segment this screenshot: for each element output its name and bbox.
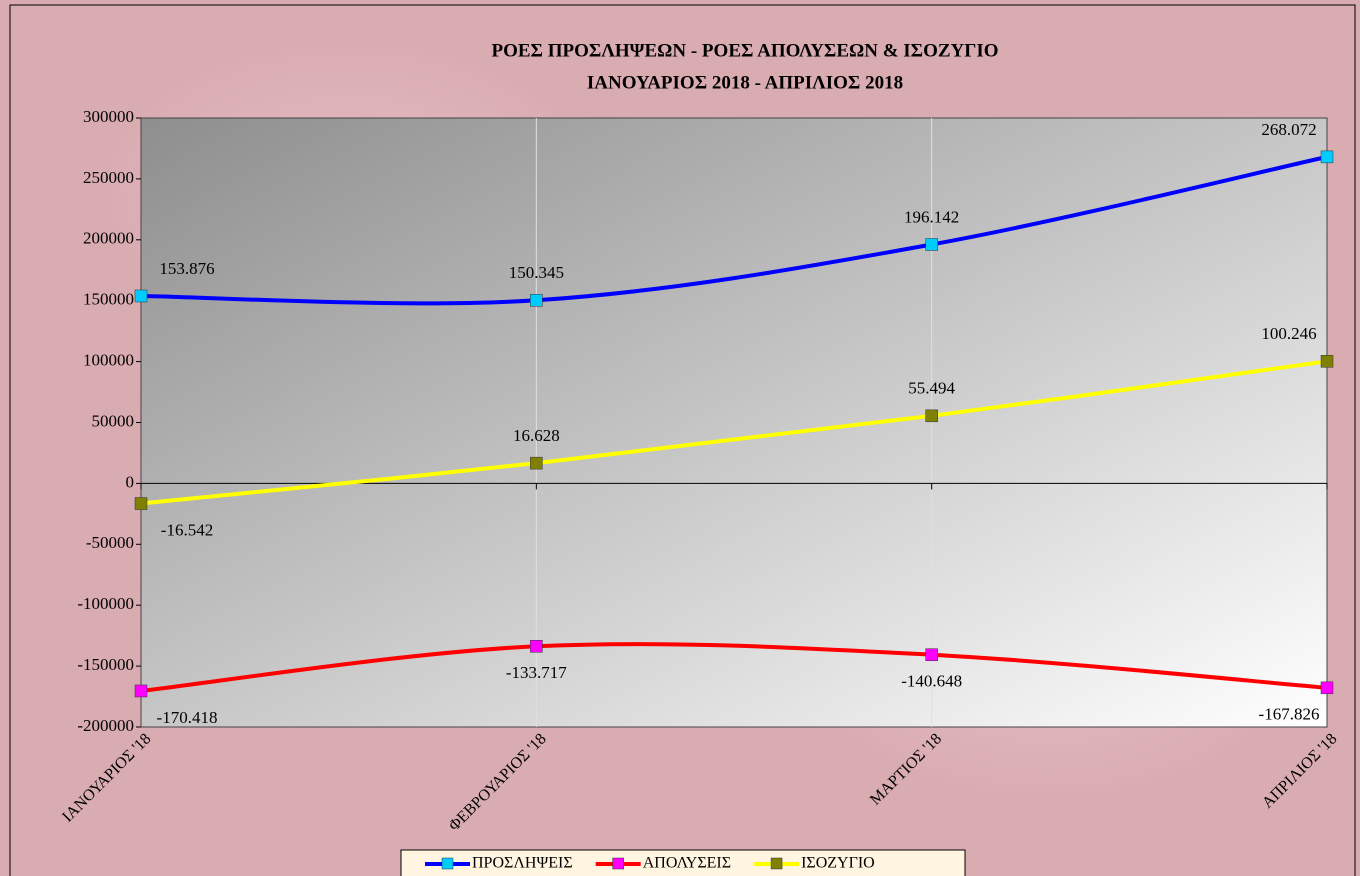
y-tick-label: -150000 — [77, 655, 134, 674]
data-point — [134, 684, 148, 698]
data-label: 100.246 — [1261, 324, 1316, 343]
y-tick-label: 50000 — [92, 411, 135, 430]
series-line — [140, 359, 1328, 506]
legend-label: ΠΡΟΣΛΗΨΕΙΣ — [472, 855, 573, 872]
legend-swatch-marker — [612, 857, 624, 870]
data-point — [530, 640, 543, 653]
data-point — [925, 238, 938, 251]
legend-swatch-marker — [441, 857, 454, 870]
y-tick-label: 100000 — [83, 351, 134, 370]
data-label: 153.876 — [159, 259, 214, 278]
series-line — [140, 642, 1328, 693]
data-label: -170.418 — [157, 708, 218, 727]
y-tick-label: -50000 — [86, 533, 134, 552]
data-point — [530, 294, 543, 307]
chart-title: ΡΟΕΣ ΠΡΟΣΛΗΨΕΩΝ - ΡΟΕΣ ΑΠΟΛΥΣΕΩΝ & ΙΣΟΖΥ… — [491, 40, 998, 61]
data-point — [1320, 150, 1334, 164]
data-label: 16.628 — [513, 426, 560, 445]
legend-label: ΙΣΟΖΥΓΙΟ — [801, 855, 875, 872]
y-tick-label: 150000 — [83, 290, 134, 309]
chart-subtitle: ΙΑΝΟΥΑΡΙΟΣ 2018 - ΑΠΡΙΛΙΟΣ 2018 — [587, 72, 903, 93]
chart-border — [9, 4, 1356, 876]
data-label: 150.345 — [509, 263, 564, 282]
y-tick-label: 200000 — [83, 229, 134, 248]
y-tick-label: 0 — [126, 472, 135, 491]
data-point — [134, 497, 148, 510]
legend-label: ΑΠΟΛΥΣΕΙΣ — [643, 855, 731, 872]
data-label: -167.826 — [1259, 705, 1320, 724]
series-line — [140, 154, 1328, 306]
data-label: -16.542 — [161, 520, 213, 539]
y-tick-label: 300000 — [83, 107, 134, 126]
y-tick-label: 250000 — [83, 168, 134, 187]
data-label: 55.494 — [908, 379, 955, 398]
data-point — [925, 648, 938, 661]
data-point — [134, 289, 148, 303]
data-point — [530, 456, 543, 470]
data-point — [1320, 355, 1334, 368]
data-label: 196.142 — [904, 207, 959, 226]
legend — [400, 849, 966, 876]
data-label: 268.072 — [1261, 120, 1316, 139]
data-label: -140.648 — [901, 672, 962, 691]
legend-swatch-marker — [770, 857, 783, 870]
data-label: -133.717 — [506, 663, 567, 682]
y-tick-label: -100000 — [77, 594, 134, 613]
plot-area — [140, 117, 1328, 728]
data-point — [925, 409, 938, 423]
y-tick-label: -200000 — [77, 716, 134, 735]
data-point — [1320, 681, 1334, 695]
